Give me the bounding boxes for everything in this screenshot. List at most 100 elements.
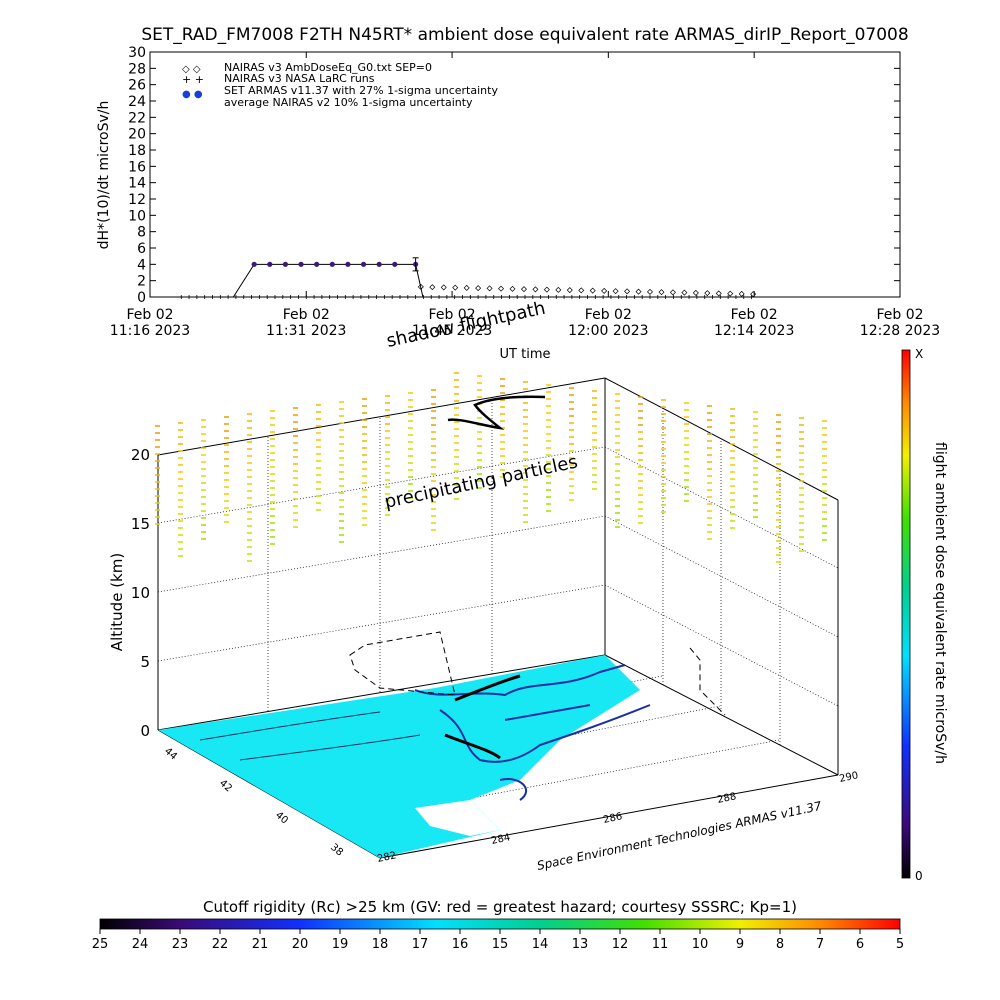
map-coastline [414,664,651,801]
latitude-ticks: 44 42 40 38 [162,746,345,859]
nairas-g0-point [589,287,596,294]
top-y-axis-label: dH*(10)/dt microSv/h [96,101,112,250]
x-tick-label-date: Feb 02 [585,307,632,323]
y-tick-label: 22 [128,110,146,126]
ut-time-label: UT time [500,347,551,362]
latitude-tick-label: 40 [273,810,290,827]
rigidity-tick-label: 7 [816,937,824,952]
altitude-tick-label: 0 [140,722,150,740]
shadow-boundary [349,631,456,696]
nairas-g0-point [555,286,562,293]
rigidity-tick-label: 11 [652,937,669,952]
figure-title: SET_RAD_FM7008 F2TH N45RT* ambient dose … [141,25,908,45]
legend-label-nairas-v2: average NAIRAS v2 10% 1-sigma uncertaint… [224,96,473,109]
altitude-tick-label: 15 [131,515,150,533]
rigidity-colorbar: Cutoff rigidity (Rc) >25 km (GV: red = g… [92,898,904,952]
y-tick-label: 0 [137,290,146,306]
rigidity-colorbar-ticks: 25 24 23 22 21 20 19 18 17 16 15 14 13 12 11 10 9 8 7 6 5 [92,929,904,952]
y-tick-label: 12 [128,192,146,208]
altitude-axis-label: Altitude (km) [108,553,126,651]
longitude-tick-label: 282 [376,850,397,865]
rigidity-tick-label: 12 [612,937,629,952]
longitude-tick-label: 284 [490,832,511,847]
top-series-layer [179,257,757,299]
altitude-tick-label: 10 [131,584,150,602]
flight-path-air [447,395,546,430]
shadow-flightpath-label: shadow flightpath [385,298,548,352]
rigidity-tick-label: 23 [172,937,189,952]
armas-point [345,261,351,267]
longitude-ticks: 282 284 286 288 290 [376,770,859,865]
nairas-g0-point [647,288,653,295]
x-tick-label-time: 11:31 2023 [266,323,346,339]
latitude-tick-label: 42 [217,778,234,795]
rigidity-tick-label: 18 [372,937,389,952]
nairas-g0-point [429,284,436,291]
nairas-g0-point [738,290,745,297]
legend-label-nairas-g0: NAIRAS v3 AmbDoseEq_G0.txt SEP=0 [224,61,432,74]
latitude-tick-label: 44 [162,746,179,763]
nairas-g0-point [601,287,608,294]
legend-symbol-nairas-g0: ◇ ◇ [182,64,201,75]
rigidity-tick-label: 21 [252,937,269,952]
armas-point [282,261,289,267]
rigidity-tick-label: 20 [292,937,309,952]
altitude-tick-label: 20 [131,446,150,464]
legend-symbol-nairas-larc: + + [182,73,204,86]
x-tick-label-time: 12:28 2023 [860,323,940,339]
nairas-g0-point [440,284,447,291]
nairas-g0-point [578,287,585,294]
longitude-tick-label: 288 [716,791,737,806]
y-tick-label: 14 [128,176,146,192]
nairas-g0-point [658,289,665,296]
legend-label-armas: SET ARMAS v11.37 with 27% 1-sigma uncert… [224,84,498,97]
armas-point [314,261,320,267]
rigidity-colorbar-gradient [99,918,901,930]
altitude-tick-label: 5 [140,653,150,671]
nairas-g0-point [715,290,722,297]
y-tick-label: 8 [137,225,146,241]
latitude-tick-label: 38 [328,842,345,859]
nairas-g0-point [463,284,470,291]
rigidity-tick-label: 10 [692,937,709,952]
map-land [158,655,640,858]
rigidity-tick-label: 9 [736,937,744,952]
rigidity-tick-label: 25 [92,937,109,952]
x-tick-label-date: Feb 02 [876,307,923,323]
rigidity-tick-label: 13 [572,937,589,952]
rigidity-tick-label: 6 [856,937,864,952]
ground-map [158,631,726,858]
y-tick-label: 24 [128,94,146,110]
armas-point [251,261,257,267]
nairas-g0-point [704,290,711,297]
rigidity-tick-label: 15 [492,937,509,952]
y-tick-label: 28 [128,61,146,77]
map-borders [199,711,421,761]
x-tick-label-time: 11:45 2023 [412,323,492,339]
nairas-g0-point [612,288,619,295]
armas-point [267,261,273,267]
nairas-g0-point [520,286,527,293]
nairas-g0-point [475,285,482,292]
nairas-g0-point [692,289,699,296]
y-tick-label: 6 [137,241,146,257]
armas-line [232,263,424,298]
shadow-boundary-right [689,647,726,716]
nairas-g0-point [486,285,493,292]
x-tick-label-time: 11:16 2023 [110,323,190,339]
3d-panel: shadow flightpath UT time precipitating … [108,298,859,873]
y-tick-label: 4 [137,257,146,273]
nairas-g0-point [566,287,573,294]
legend-symbol-armas: ● ● [182,89,203,100]
rigidity-tick-label: 19 [332,937,349,952]
y-tick-label: 20 [128,127,146,143]
dose-colorbar-min: 0 [915,869,923,883]
rigidity-tick-label: 14 [532,937,549,952]
armas-point [360,261,367,267]
armas-point [298,261,304,267]
nairas-g0-point [543,286,550,293]
